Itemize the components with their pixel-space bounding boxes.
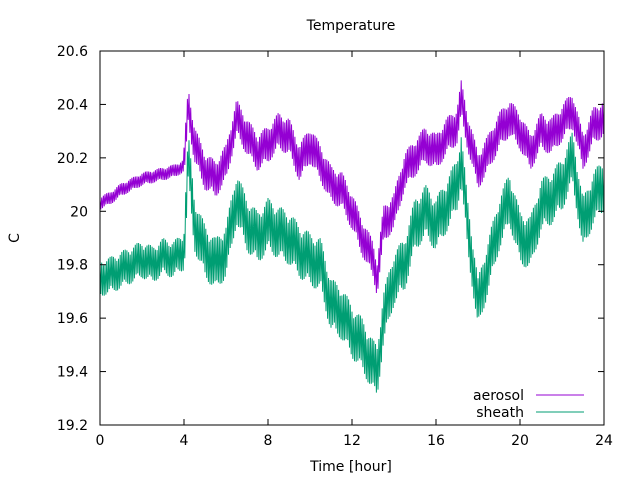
ticks-layer: 0 4 8 12 16 20 24 19.2 19.4 19.6 19.8 20 20.2 20.4 20.… [57,44,613,449]
legend-label-aerosol: aerosol [473,388,524,404]
x-tick-label: 4 [180,433,189,449]
x-tick-label: 24 [595,433,613,449]
x-tick-label: 0 [96,433,105,449]
x-tick-label: 16 [427,433,445,449]
x-tick-label: 8 [264,433,273,449]
series-line-aerosol [99,80,605,294]
y-tick-label: 20.2 [57,151,88,167]
y-tick-label: 19.4 [57,365,88,381]
y-tick-label: 19.2 [57,418,88,434]
y-tick-label: 20 [70,204,88,220]
chart-title: Temperature [306,18,396,34]
legend-label-sheath: sheath [476,405,524,421]
series-line-sheath [99,132,605,393]
series-layer [99,80,605,393]
y-tick-label: 19.8 [57,258,88,274]
y-axis-title: C [7,233,23,243]
y-tick-label: 20.4 [57,97,88,113]
y-tick-label: 20.6 [57,44,88,60]
y-tick-label: 19.6 [57,311,88,327]
x-axis-title: Time [hour] [309,459,392,475]
x-tick-label: 20 [511,433,529,449]
x-tick-label: 12 [343,433,361,449]
